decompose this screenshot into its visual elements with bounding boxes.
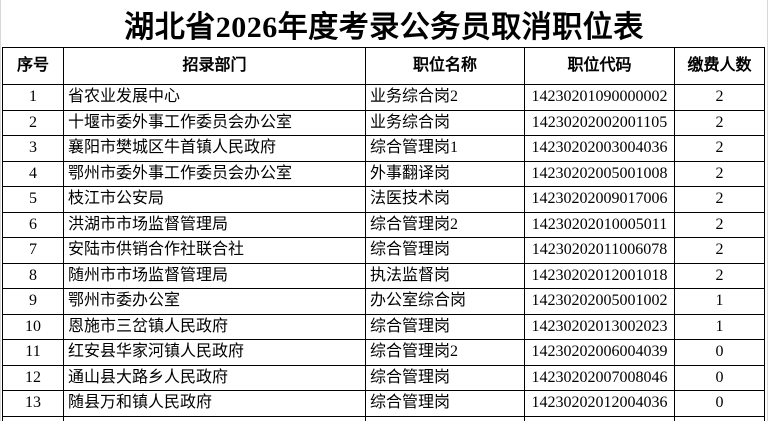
- cell-payer-count: 2: [674, 237, 765, 264]
- cell-payer-count: 0: [674, 364, 765, 391]
- empty-cell: [674, 415, 765, 421]
- cell-payer-count: 1: [674, 313, 765, 340]
- page-title: 湖北省2026年度考录公务员取消职位表: [124, 10, 644, 44]
- cell-serial-number: 13: [2, 390, 64, 417]
- table-row: 12 通山县大路乡人民政府 综合管理岗 14230202007008046 0: [2, 364, 765, 391]
- cell-position-name: 执法监督岗: [365, 262, 525, 289]
- cell-department: 鄂州市委办公室: [63, 288, 366, 315]
- cell-serial-number: 11: [2, 339, 64, 366]
- cell-position-name: 综合管理岗: [365, 313, 525, 340]
- table-row: 1 省农业发展中心 业务综合岗2 14230201090000002 2: [2, 84, 765, 111]
- cell-department: 十堰市委外事工作委员会办公室: [63, 109, 366, 136]
- cell-department: 红安县华家河镇人民政府: [63, 339, 366, 366]
- cell-department: 通山县大路乡人民政府: [63, 364, 366, 391]
- table-row: 2 十堰市委外事工作委员会办公室 业务综合岗 14230202002001105 2: [2, 109, 765, 136]
- cell-department: 随州市市场监督管理局: [63, 262, 366, 289]
- cell-department: 枝江市公安局: [63, 186, 366, 213]
- cell-payer-count: 2: [674, 211, 765, 238]
- cancelled-positions-table: 序号 招录部门 职位名称 职位代码 缴费人数 1 省农业发展中心 业务综合岗2 142…: [2, 47, 765, 421]
- cell-payer-count: 2: [674, 135, 765, 162]
- cell-position-code: 14230202002001105: [524, 109, 675, 136]
- cell-position-code: 14230202005001002: [524, 288, 675, 315]
- title-bar: 湖北省2026年度考录公务员取消职位表: [1, 0, 767, 47]
- cell-payer-count: 2: [674, 186, 765, 213]
- column-header-no: 序号: [2, 47, 64, 85]
- cell-serial-number: 1: [2, 84, 64, 111]
- cell-department: 恩施市三岔镇人民政府: [63, 313, 366, 340]
- cell-position-code: 14230202010005011: [524, 211, 675, 238]
- cell-department: 省农业发展中心: [63, 84, 366, 111]
- cell-position-name: 业务综合岗: [365, 109, 525, 136]
- cell-position-code: 14230202012004036: [524, 390, 675, 417]
- cell-serial-number: 8: [2, 262, 64, 289]
- cell-payer-count: 0: [674, 390, 765, 417]
- cell-position-code: 14230201090000002: [524, 84, 675, 111]
- cell-serial-number: 9: [2, 288, 64, 315]
- cell-position-name: 外事翻译岗: [365, 160, 525, 187]
- table-row: 7 安陆市供销合作社联合社 综合管理岗 14230202011006078 2: [2, 237, 765, 264]
- cell-serial-number: 5: [2, 186, 64, 213]
- table-row: 5 枝江市公安局 法医技术岗 14230202009017006 2: [2, 186, 765, 213]
- cell-serial-number: 7: [2, 237, 64, 264]
- table-row: 9 鄂州市委办公室 办公室综合岗 14230202005001002 1: [2, 288, 765, 315]
- cell-payer-count: 2: [674, 84, 765, 111]
- table-row: 6 洪湖市市场监督管理局 综合管理岗2 14230202010005011 2: [2, 211, 765, 238]
- cell-position-code: 14230202012001018: [524, 262, 675, 289]
- empty-cell: [63, 415, 366, 421]
- cell-payer-count: 2: [674, 109, 765, 136]
- cell-position-name: 综合管理岗: [365, 390, 525, 417]
- table-row: 11 红安县华家河镇人民政府 综合管理岗2 14230202006004039 0: [2, 339, 765, 366]
- empty-cell: [524, 415, 675, 421]
- cell-position-code: 14230202003004036: [524, 135, 675, 162]
- cell-position-name: 综合管理岗2: [365, 339, 525, 366]
- cell-position-code: 14230202006004039: [524, 339, 675, 366]
- cell-position-code: 14230202007008046: [524, 364, 675, 391]
- table-row: 13 随县万和镇人民政府 综合管理岗 14230202012004036 0: [2, 390, 765, 417]
- cell-position-name: 法医技术岗: [365, 186, 525, 213]
- cell-serial-number: 2: [2, 109, 64, 136]
- cell-department: 洪湖市市场监督管理局: [63, 211, 366, 238]
- empty-cell: [365, 415, 525, 421]
- cell-payer-count: 1: [674, 288, 765, 315]
- column-header-code: 职位代码: [524, 47, 675, 85]
- cell-payer-count: 2: [674, 160, 765, 187]
- cell-department: 鄂州市委外事工作委员会办公室: [63, 160, 366, 187]
- column-header-count: 缴费人数: [674, 47, 765, 85]
- column-header-department: 招录部门: [63, 47, 366, 85]
- cell-payer-count: 2: [674, 262, 765, 289]
- cell-position-name: 综合管理岗1: [365, 135, 525, 162]
- header-row: 序号 招录部门 职位名称 职位代码 缴费人数: [2, 47, 765, 85]
- cell-department: 安陆市供销合作社联合社: [63, 237, 366, 264]
- table-row: 3 襄阳市樊城区牛首镇人民政府 综合管理岗1 14230202003004036 2: [2, 135, 765, 162]
- cell-position-code: 14230202005001008: [524, 160, 675, 187]
- cell-position-name: 综合管理岗: [365, 237, 525, 264]
- cell-payer-count: 0: [674, 339, 765, 366]
- column-header-position: 职位名称: [365, 47, 525, 85]
- partial-row: [2, 415, 765, 421]
- table-row: 10 恩施市三岔镇人民政府 综合管理岗 14230202013002023 1: [2, 313, 765, 340]
- cell-position-code: 14230202011006078: [524, 237, 675, 264]
- cell-serial-number: 10: [2, 313, 64, 340]
- cell-serial-number: 3: [2, 135, 64, 162]
- cell-position-name: 办公室综合岗: [365, 288, 525, 315]
- cell-position-name: 综合管理岗: [365, 364, 525, 391]
- table-header: 序号 招录部门 职位名称 职位代码 缴费人数: [2, 47, 765, 85]
- table-body: 1 省农业发展中心 业务综合岗2 14230201090000002 2 2 十堰市委外事工…: [2, 84, 765, 421]
- cell-department: 随县万和镇人民政府: [63, 390, 366, 417]
- table-row: 8 随州市市场监督管理局 执法监督岗 14230202012001018 2: [2, 262, 765, 289]
- cell-position-code: 14230202013002023: [524, 313, 675, 340]
- cell-serial-number: 12: [2, 364, 64, 391]
- cell-serial-number: 4: [2, 160, 64, 187]
- cell-position-name: 业务综合岗2: [365, 84, 525, 111]
- cell-department: 襄阳市樊城区牛首镇人民政府: [63, 135, 366, 162]
- cell-position-name: 综合管理岗2: [365, 211, 525, 238]
- cell-position-code: 14230202009017006: [524, 186, 675, 213]
- table-row: 4 鄂州市委外事工作委员会办公室 外事翻译岗 14230202005001008 2: [2, 160, 765, 187]
- cell-serial-number: 6: [2, 211, 64, 238]
- empty-cell: [2, 415, 64, 421]
